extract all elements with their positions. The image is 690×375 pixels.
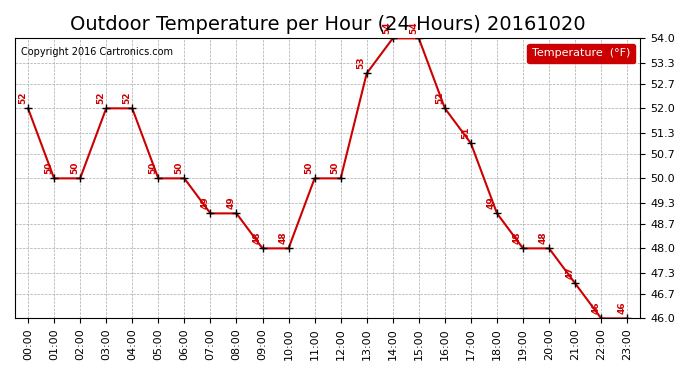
Text: 52: 52 xyxy=(18,92,27,104)
Text: 47: 47 xyxy=(565,267,574,279)
Text: 51: 51 xyxy=(461,127,470,139)
Text: 48: 48 xyxy=(539,232,548,244)
Text: 50: 50 xyxy=(44,162,53,174)
Text: 50: 50 xyxy=(70,162,79,174)
Text: 46: 46 xyxy=(591,302,600,314)
Text: 48: 48 xyxy=(513,232,522,244)
Text: 54: 54 xyxy=(408,21,417,34)
Title: Outdoor Temperature per Hour (24 Hours) 20161020: Outdoor Temperature per Hour (24 Hours) … xyxy=(70,15,585,34)
Text: 50: 50 xyxy=(175,162,184,174)
Text: 50: 50 xyxy=(148,162,157,174)
Text: 50: 50 xyxy=(331,162,339,174)
Text: 48: 48 xyxy=(253,232,262,244)
Text: 46: 46 xyxy=(617,302,627,314)
Text: 52: 52 xyxy=(435,92,444,104)
Legend: Temperature  (°F): Temperature (°F) xyxy=(527,44,635,63)
Text: 52: 52 xyxy=(122,92,131,104)
Text: 54: 54 xyxy=(383,21,392,34)
Text: 52: 52 xyxy=(96,92,105,104)
Text: 49: 49 xyxy=(487,196,496,209)
Text: 53: 53 xyxy=(357,57,366,69)
Text: 49: 49 xyxy=(200,196,209,209)
Text: Copyright 2016 Cartronics.com: Copyright 2016 Cartronics.com xyxy=(21,47,173,57)
Text: 50: 50 xyxy=(304,162,313,174)
Text: 48: 48 xyxy=(279,232,288,244)
Text: 49: 49 xyxy=(226,196,235,209)
